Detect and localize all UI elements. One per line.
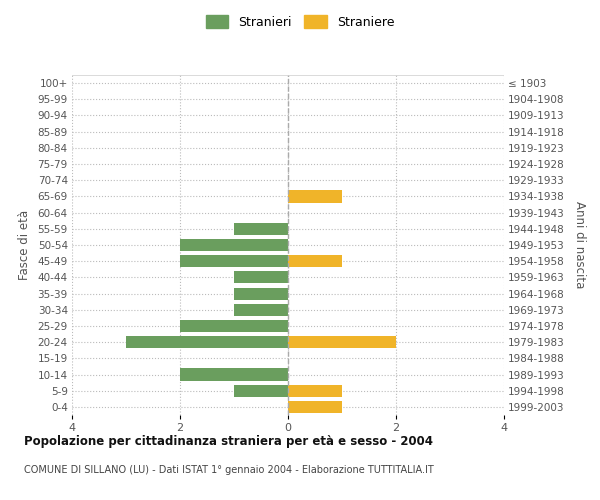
Bar (234, 384, 288, 397)
Bar (180, 239, 288, 251)
Text: Popolazione per cittadinanza straniera per età e sesso - 2004: Popolazione per cittadinanza straniera p… (24, 435, 433, 448)
Bar (180, 368, 288, 380)
Y-axis label: Anni di nascita: Anni di nascita (573, 202, 586, 288)
Bar (180, 320, 288, 332)
Bar (234, 288, 288, 300)
Legend: Stranieri, Straniere: Stranieri, Straniere (202, 11, 398, 32)
Bar (288, 384, 342, 397)
Bar (234, 304, 288, 316)
Bar (180, 255, 288, 268)
Bar (234, 222, 288, 235)
Bar (126, 336, 288, 348)
Bar (288, 336, 396, 348)
Text: COMUNE DI SILLANO (LU) - Dati ISTAT 1° gennaio 2004 - Elaborazione TUTTITALIA.IT: COMUNE DI SILLANO (LU) - Dati ISTAT 1° g… (24, 465, 434, 475)
Bar (288, 401, 342, 413)
Y-axis label: Fasce di età: Fasce di età (17, 210, 31, 280)
Bar (288, 190, 342, 202)
Bar (234, 272, 288, 283)
Bar (288, 255, 342, 268)
